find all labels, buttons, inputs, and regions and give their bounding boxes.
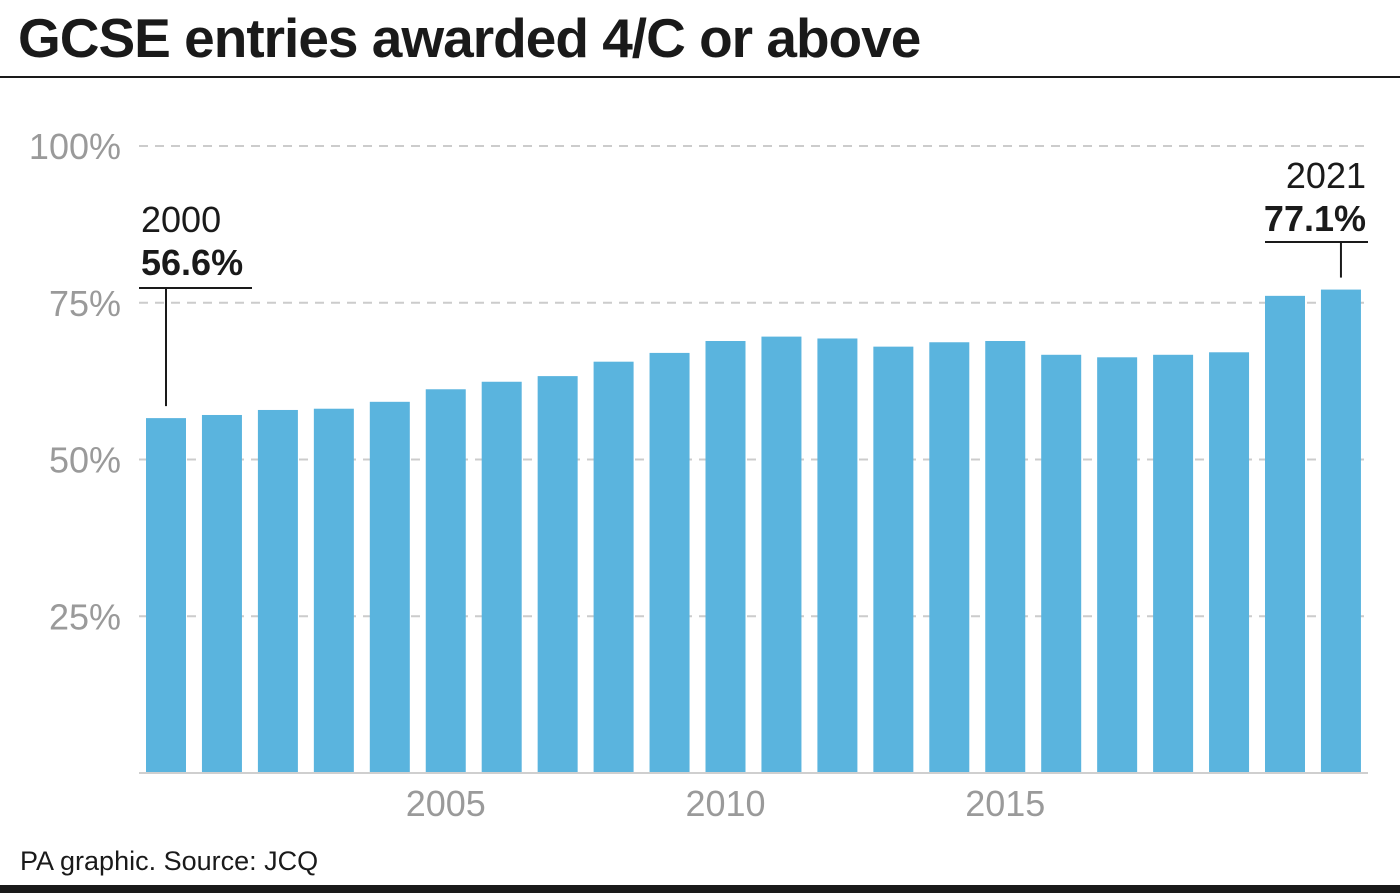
- bar-2001: [201, 414, 242, 773]
- y-tick-label: 100%: [29, 126, 121, 167]
- annotation-value: 77.1%: [1264, 198, 1366, 239]
- y-axis-tick-labels: 25% 50% 75% 100%: [29, 126, 121, 637]
- bar-2008: [593, 361, 634, 773]
- bar-2002: [257, 409, 298, 773]
- bar-2013: [873, 346, 914, 773]
- annotation-year: 2021: [1286, 155, 1366, 196]
- bar-2005: [425, 389, 466, 773]
- bar-2009: [649, 352, 690, 773]
- annotation-year: 2000: [141, 199, 221, 240]
- bar-2000: [146, 418, 186, 773]
- x-axis-tick-labels: 2005 2010 2015: [406, 783, 1046, 824]
- x-tick-label: 2015: [965, 783, 1045, 824]
- annotation-value: 56.6%: [141, 242, 243, 283]
- bars: [146, 289, 1361, 773]
- bar-2018: [1153, 354, 1194, 773]
- bar-2019: [1209, 352, 1250, 773]
- y-tick-label: 25%: [49, 596, 121, 637]
- title-divider: [0, 76, 1400, 78]
- bar-2017: [1097, 357, 1138, 773]
- bar-2011: [761, 336, 802, 773]
- bar-2004: [369, 401, 410, 773]
- bar-2016: [1041, 354, 1082, 773]
- bar-2015: [985, 340, 1026, 773]
- bar-2010: [705, 340, 746, 773]
- bar-2014: [929, 342, 970, 773]
- chart-title: GCSE entries awarded 4/C or above: [18, 7, 921, 69]
- source-credit: PA graphic. Source: JCQ: [20, 846, 319, 876]
- bottom-divider: [0, 885, 1400, 893]
- bar-2007: [537, 376, 578, 773]
- y-tick-label: 50%: [49, 440, 121, 481]
- bar-2021: [1320, 289, 1361, 773]
- bar-2006: [481, 381, 522, 773]
- x-tick-label: 2010: [685, 783, 765, 824]
- y-tick-label: 75%: [49, 283, 121, 324]
- x-tick-label: 2005: [406, 783, 486, 824]
- bar-2003: [313, 408, 354, 773]
- bar-2020: [1265, 295, 1305, 773]
- bar-2012: [817, 338, 858, 773]
